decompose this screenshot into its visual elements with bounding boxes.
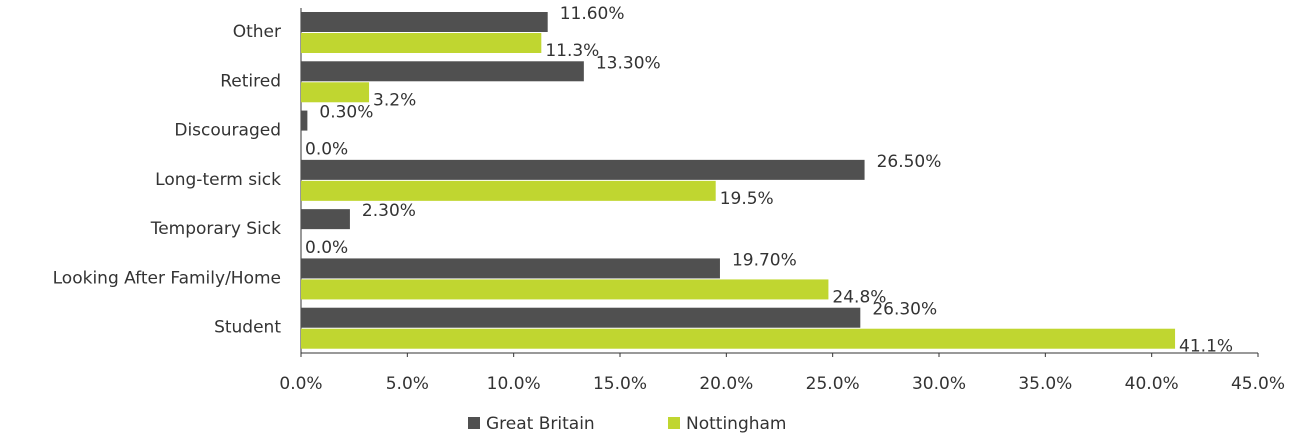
x-tick-label: 35.0%: [1018, 374, 1072, 394]
x-tick-label: 20.0%: [699, 374, 753, 394]
x-tick-label: 10.0%: [487, 374, 541, 394]
value-label: 13.30%: [596, 53, 661, 73]
bar: [301, 33, 542, 53]
bar: [301, 82, 370, 103]
bar: [301, 180, 716, 201]
value-label: 26.30%: [872, 300, 937, 320]
value-label: 26.50%: [877, 152, 942, 172]
x-tick-label: 0.0%: [279, 374, 322, 394]
value-label: 3.2%: [373, 90, 416, 110]
y-tick-label: Looking After Family/Home: [53, 268, 281, 288]
y-tick-label: Other: [233, 22, 281, 42]
value-label: 0.30%: [319, 103, 373, 123]
x-tick-label: 25.0%: [806, 374, 860, 394]
legend-label: Great Britain: [486, 414, 595, 434]
value-label: 11.60%: [560, 4, 625, 24]
bar: [301, 209, 350, 230]
bar: [301, 328, 1176, 349]
value-label: 19.70%: [732, 250, 797, 270]
value-label: 11.3%: [545, 41, 599, 61]
y-tick-label: Temporary Sick: [150, 219, 281, 239]
bar: [301, 12, 548, 32]
x-tick-label: 40.0%: [1125, 374, 1179, 394]
x-tick-label: 30.0%: [912, 374, 966, 394]
bar: [301, 110, 308, 131]
bar: [301, 279, 829, 300]
value-label: 0.0%: [305, 238, 348, 258]
legend-label: Nottingham: [686, 414, 787, 434]
legend-swatch: [468, 417, 480, 429]
x-tick-label: 45.0%: [1231, 374, 1285, 394]
legend-swatch: [668, 417, 680, 429]
bar: [301, 61, 584, 82]
value-label: 2.30%: [362, 201, 416, 221]
bar: [301, 258, 720, 279]
value-label: 41.1%: [1179, 337, 1233, 357]
bar: [301, 159, 865, 180]
x-tick-label: 5.0%: [386, 374, 429, 394]
value-label: 24.8%: [832, 287, 886, 307]
y-tick-label: Long-term sick: [155, 170, 281, 190]
y-tick-label: Student: [214, 318, 281, 338]
y-tick-label: Retired: [220, 71, 281, 91]
bar: [301, 307, 861, 328]
x-tick-label: 15.0%: [593, 374, 647, 394]
y-tick-label: Discouraged: [174, 121, 281, 141]
value-label: 19.5%: [720, 189, 774, 209]
value-label: 0.0%: [305, 140, 348, 160]
